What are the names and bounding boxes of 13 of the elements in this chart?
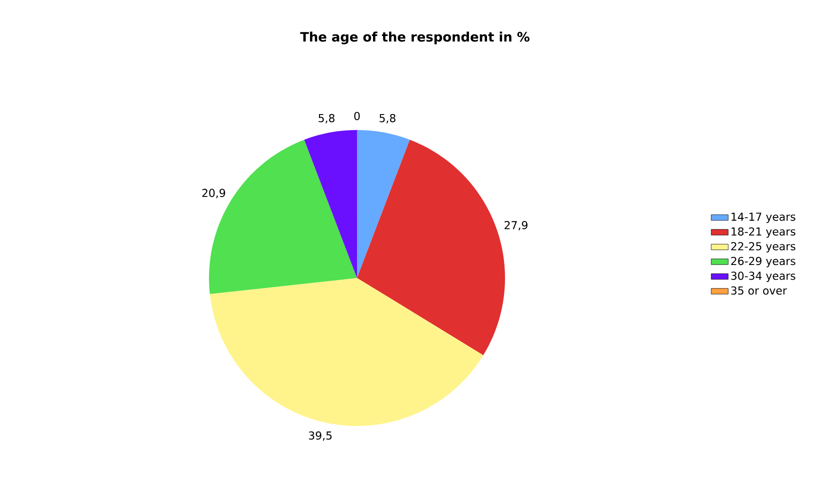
- legend-label: 35 or over: [731, 286, 787, 295]
- chart-title: The age of the respondent in %: [300, 32, 530, 44]
- data-label: 27,9: [504, 221, 528, 230]
- legend-label: 22-25 years: [731, 242, 796, 253]
- legend-label: 18-21 years: [732, 227, 796, 238]
- legend-label: 26-29 years: [731, 256, 796, 268]
- data-label: 5,8: [380, 114, 396, 124]
- legend-label: 30-34 years: [731, 272, 796, 282]
- text: 0: [354, 112, 360, 120]
- data-label: 20,9: [202, 188, 226, 198]
- data-label: 39,5: [308, 431, 332, 441]
- data-label: 5,8: [318, 114, 334, 124]
- legend-label: 14-17 years: [732, 212, 796, 223]
